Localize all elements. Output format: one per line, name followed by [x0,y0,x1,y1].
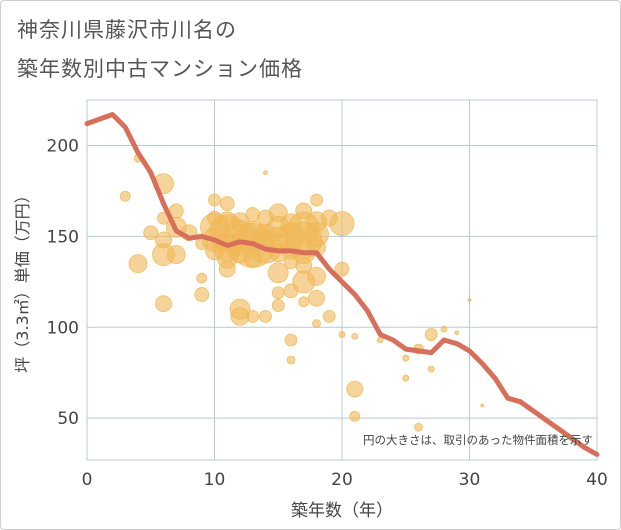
data-bubble [440,325,448,333]
x-tick-label: 10 [204,470,226,490]
x-axis-title: 築年数（年） [291,501,393,521]
data-bubble [322,309,336,323]
data-bubble [334,261,350,277]
data-bubble [298,296,310,308]
data-bubble [271,299,285,312]
y-tick-label: 200 [47,136,79,156]
x-tick-label: 40 [586,470,608,490]
data-bubble [351,332,359,340]
data-bubble [128,254,148,274]
data-bubble [414,422,423,432]
data-bubble [284,333,298,347]
data-bubble [402,374,410,382]
data-bubble [454,330,460,336]
data-bubble [208,193,221,207]
data-bubble [467,298,472,302]
data-bubble [155,295,172,313]
data-bubble [427,365,435,373]
data-bubble [312,319,321,329]
data-bubble [246,309,260,323]
chart-annotation: 円の大きさは、取引のあった物件面積を示す [363,433,593,447]
x-tick-label: 0 [82,470,93,490]
chart-title-line2: 築年数別中古マンション価格 [17,57,303,81]
data-bubble [119,190,131,202]
data-bubble [259,309,272,323]
data-bubble [310,193,323,207]
average-price-line [84,112,600,457]
data-bubble [308,289,325,307]
chart-title-line1: 神奈川県藤沢市川名の [17,18,237,42]
data-bubble [329,211,355,237]
data-bubble [307,266,326,286]
y-axis-title: 坪（3.3㎡）単価（万円） [13,187,32,372]
y-tick-label: 150 [47,227,79,247]
data-bubble [349,410,361,422]
data-bubble [219,196,235,212]
data-bubble [194,287,210,302]
data-bubble [338,331,346,338]
data-bubble [263,170,268,176]
y-tick-label: 50 [57,409,79,429]
x-tick-label: 30 [459,470,481,490]
data-bubble [286,355,296,365]
x-tick-label: 20 [331,470,353,490]
data-bubble [230,306,250,326]
y-tick-label: 100 [47,318,79,338]
data-bubble [424,328,438,341]
data-bubble [143,225,159,241]
data-bubble [218,260,236,278]
data-bubble [480,403,485,408]
data-bubble [267,262,289,284]
data-bubble [166,245,186,264]
data-bubble [402,354,410,362]
data-bubble [271,286,285,300]
data-bubble [196,272,208,284]
data-bubble [346,380,364,398]
